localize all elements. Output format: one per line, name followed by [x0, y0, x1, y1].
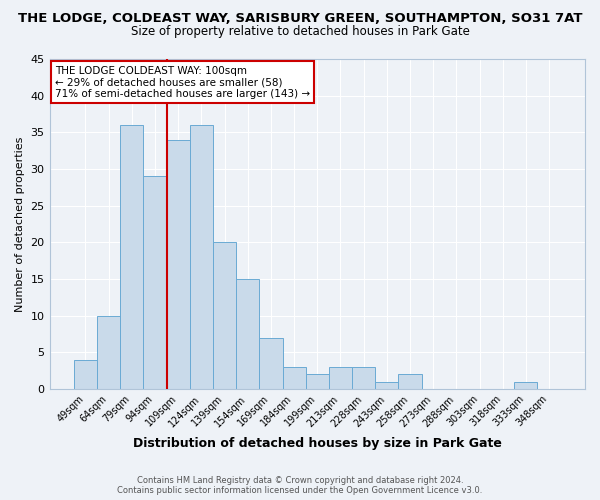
Bar	[283, 367, 305, 389]
Bar	[329, 367, 352, 389]
Bar	[143, 176, 167, 389]
Bar	[167, 140, 190, 389]
X-axis label: Distribution of detached houses by size in Park Gate: Distribution of detached houses by size …	[133, 437, 502, 450]
Bar	[514, 382, 538, 389]
Text: Contains HM Land Registry data © Crown copyright and database right 2024.
Contai: Contains HM Land Registry data © Crown c…	[118, 476, 482, 495]
Text: THE LODGE COLDEAST WAY: 100sqm
← 29% of detached houses are smaller (58)
71% of : THE LODGE COLDEAST WAY: 100sqm ← 29% of …	[55, 66, 310, 99]
Bar	[259, 338, 283, 389]
Bar	[74, 360, 97, 389]
Bar	[352, 367, 375, 389]
Bar	[190, 125, 213, 389]
Bar	[213, 242, 236, 389]
Text: Size of property relative to detached houses in Park Gate: Size of property relative to detached ho…	[131, 25, 469, 38]
Bar	[375, 382, 398, 389]
Bar	[305, 374, 329, 389]
Bar	[120, 125, 143, 389]
Y-axis label: Number of detached properties: Number of detached properties	[15, 136, 25, 312]
Bar	[398, 374, 422, 389]
Bar	[236, 279, 259, 389]
Bar	[97, 316, 120, 389]
Text: THE LODGE, COLDEAST WAY, SARISBURY GREEN, SOUTHAMPTON, SO31 7AT: THE LODGE, COLDEAST WAY, SARISBURY GREEN…	[18, 12, 582, 26]
